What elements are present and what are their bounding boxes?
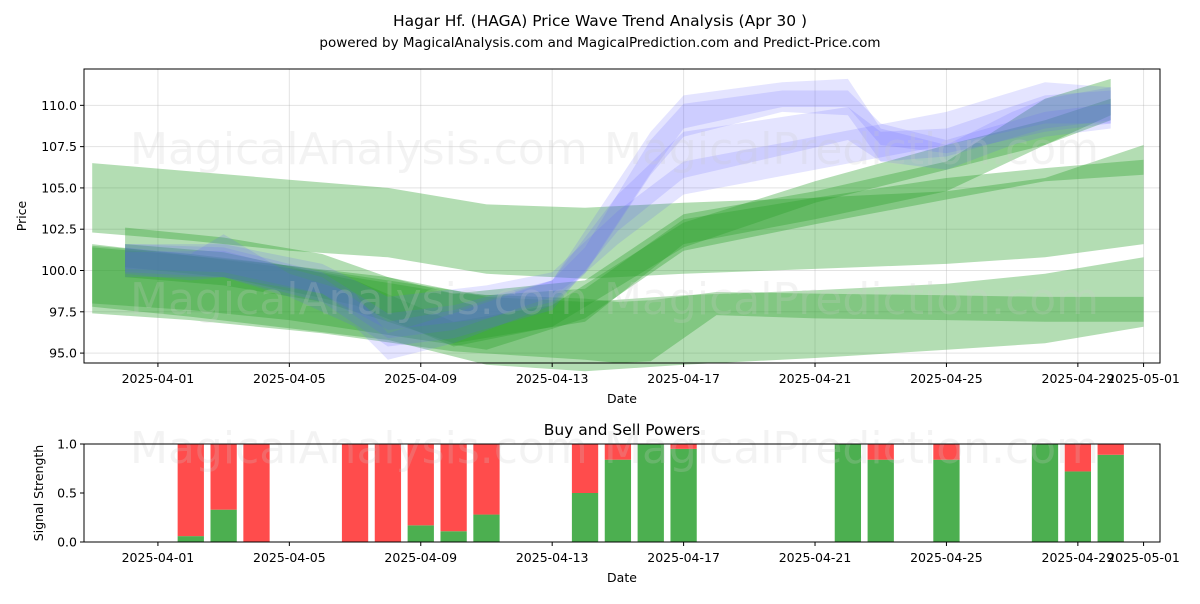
buy-power-bar [1064,471,1092,542]
signal-bars [177,444,1124,542]
price-x-tick-label: 2025-04-21 [779,371,852,386]
signal-watermark-prediction: MagicalPrediction.com [604,423,1099,474]
price-x-tick-label: 2025-05-01 [1107,371,1180,386]
blue-wave-band [125,90,1111,347]
signal-x-tick-label: 2025-04-29 [1042,550,1115,565]
green-trend-band [125,78,1111,344]
signal-x-tick-label: 2025-04-13 [516,550,589,565]
price-x-tick-label: 2025-04-25 [910,371,983,386]
signal-y-ticks: 0.0 0.5 1.0 [57,437,84,550]
main-title: Hagar Hf. (HAGA) Price Wave Trend Analys… [393,12,807,30]
buy-power-bar [407,525,434,542]
price-x-tick-label: 2025-04-09 [384,371,457,386]
signal-x-tick-label: 2025-04-21 [779,550,852,565]
price-y-tick-label: 105.0 [41,180,77,195]
sell-power-bar [933,444,960,460]
signal-x-tick-label: 2025-04-01 [122,550,195,565]
price-y-tick-label: 107.5 [41,139,77,154]
buy-power-bar [440,531,467,542]
buy-power-bar [210,509,237,542]
sell-power-bar [1097,444,1124,455]
signal-y-tick-label: 1.0 [57,437,77,452]
price-grid [84,69,1160,363]
blue-wave-band [125,78,1111,360]
green-trend-band [92,245,1144,372]
green-trend-band [92,244,1144,363]
price-x-tick-label: 2025-04-13 [516,371,589,386]
buy-power-bar [933,459,960,542]
buy-power-bar [473,514,500,542]
price-plot-frame [83,68,1161,364]
sell-power-bar [374,444,402,542]
watermark-analysis: MagicalAnalysis.com [130,124,588,175]
price-y-tick-label: 102.5 [41,222,77,237]
price-x-tick-label: 2025-04-29 [1042,371,1115,386]
sell-power-bar [407,444,434,526]
price-bands [92,78,1144,372]
signal-title: Buy and Sell Powers [544,421,701,439]
buy-power-bar [637,444,664,542]
sell-power-bar [440,444,467,532]
signal-x-tick-label: 2025-04-05 [253,550,326,565]
price-y-label: Price [14,200,29,231]
price-x-label: Date [607,391,637,406]
buy-power-bar [867,459,894,542]
price-y-tick-label: 95.0 [49,346,77,361]
signal-x-tick-label: 2025-04-25 [910,550,983,565]
buy-power-bar [834,444,862,542]
main-subtitle: powered by MagicalAnalysis.com and Magic… [319,35,880,51]
sell-power-bar [1064,444,1092,472]
buy-power-bar [670,448,697,542]
sell-power-bar [177,444,204,537]
price-y-tick-label: 100.0 [41,263,77,278]
signal-x-label: Date [607,570,637,585]
signal-x-tick-label: 2025-05-01 [1107,550,1180,565]
price-y-tick-label: 97.5 [49,304,77,319]
signal-chart: Buy and Sell Powers MagicalAnalysis.com … [31,421,1180,585]
watermark-prediction-2: MagicalPrediction.com [604,274,1099,325]
price-watermarks: MagicalAnalysis.com MagicalPrediction.co… [130,124,1099,325]
blue-wave-band [125,82,1111,330]
price-x-tick-label: 2025-04-17 [647,371,720,386]
green-trend-band [92,145,1144,279]
watermark-prediction: MagicalPrediction.com [604,124,1099,175]
buy-power-bar [604,459,632,542]
signal-watermarks: MagicalAnalysis.com MagicalPrediction.co… [130,423,1099,474]
sell-power-bar [341,444,369,542]
signal-x-ticks: 2025-04-01 2025-04-05 2025-04-09 2025-04-13… [122,542,1180,565]
buy-power-bar [177,536,204,542]
sell-power-bar [210,444,237,510]
sell-power-bar [670,444,697,449]
sell-power-bar [571,444,599,493]
signal-watermark-analysis: MagicalAnalysis.com [130,423,588,474]
sell-power-bar [867,444,894,460]
price-y-ticks: 95.0 97.5 100.0 102.5 105.0 107.5 110.0 [41,98,84,361]
price-chart: MagicalAnalysis.com MagicalPrediction.co… [14,68,1180,406]
sell-power-bar [604,444,632,460]
sell-power-bar [243,444,270,542]
price-x-ticks: 2025-04-01 2025-04-05 2025-04-09 2025-04-13… [122,363,1180,386]
green-trend-band [92,159,1144,350]
price-x-tick-label: 2025-04-05 [253,371,326,386]
signal-y-tick-label: 0.0 [57,535,77,550]
price-y-tick-label: 110.0 [41,98,77,113]
watermark-analysis-2: MagicalAnalysis.com [130,274,588,325]
buy-power-bar [1031,444,1059,542]
signal-y-tick-label: 0.5 [57,486,77,501]
buy-power-bar [571,493,599,542]
sell-power-bar [473,444,500,515]
buy-power-bar [1097,454,1124,542]
price-x-tick-label: 2025-04-01 [122,371,195,386]
signal-x-tick-label: 2025-04-09 [384,550,457,565]
blue-wave-band [125,90,1111,339]
signal-y-label: Signal Strength [31,445,46,541]
signal-x-tick-label: 2025-04-17 [647,550,720,565]
